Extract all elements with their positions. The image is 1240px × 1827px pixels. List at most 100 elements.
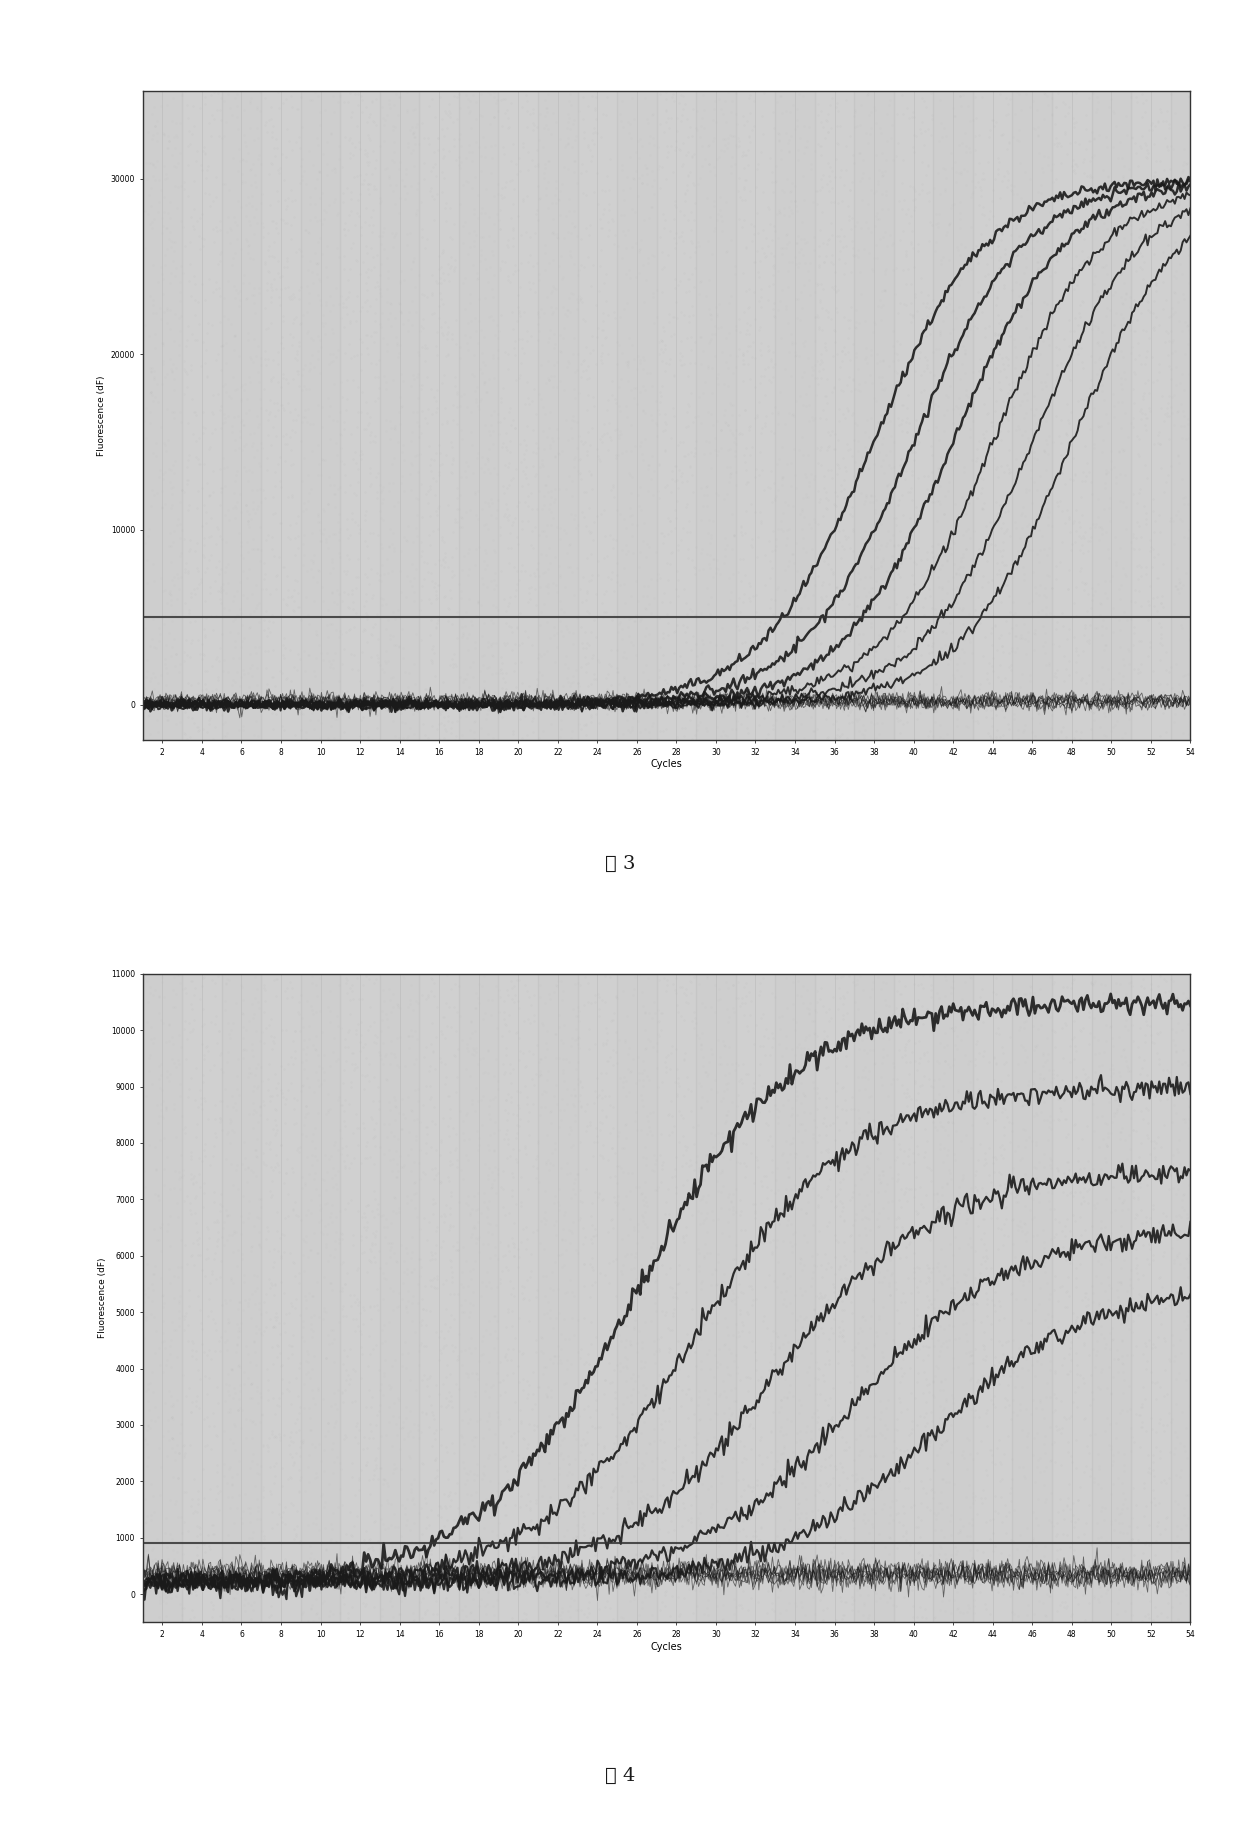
Point [372,1491,392,1520]
Point [1064,316,1084,345]
Point [1019,588,1039,618]
Point [791,1032,811,1061]
Point [1125,1204,1145,1233]
Point [908,1325,928,1354]
Point [317,1158,337,1188]
Point [931,678,951,707]
Point [355,616,374,645]
Point [993,385,1013,415]
Point [1052,992,1071,1021]
Point [833,999,853,1029]
Point [863,1105,883,1135]
Point [729,418,749,448]
Point [1136,559,1156,588]
Point [603,685,622,714]
Point [872,1156,892,1186]
Point [1040,1346,1060,1376]
Point [614,175,634,205]
Point [935,1019,955,1049]
Point [268,219,288,248]
Point [510,488,529,517]
Point [707,108,727,137]
Point [1076,250,1096,280]
Point [502,1222,522,1251]
Point [1126,1235,1146,1264]
Point [154,1326,174,1356]
Point [708,1025,728,1054]
Point [327,1442,347,1471]
Point [575,155,595,185]
Point [905,280,925,309]
Point [978,669,998,698]
Point [712,135,732,164]
Point [1013,1462,1033,1491]
Point [994,316,1014,345]
Point [606,1489,626,1518]
Point [315,1166,335,1195]
Point [921,1005,941,1034]
Point [920,1332,940,1361]
Point [232,407,252,437]
Point [673,722,693,751]
Point [560,243,580,272]
Point [491,654,511,683]
Point [211,333,231,362]
Point [1050,1535,1070,1564]
Point [696,1230,715,1259]
Point [894,1436,914,1465]
Point [283,135,303,164]
Point [578,671,598,700]
Point [993,1038,1013,1067]
Point [994,1220,1014,1250]
Point [732,1317,751,1346]
Point [1019,322,1039,351]
Point [857,406,877,435]
Point [244,1071,264,1100]
Point [460,289,480,318]
Bar [182,91,222,740]
Point [811,1182,831,1211]
Point [657,502,677,532]
Point [945,102,965,132]
Point [1127,1200,1147,1230]
Point [893,1041,913,1071]
Point [153,493,172,523]
Point [490,1480,510,1509]
Point [505,325,525,354]
Point [936,1387,956,1416]
Point [773,99,792,128]
Point [321,649,341,678]
Point [897,996,916,1025]
Point [477,1193,497,1222]
Point [219,596,239,625]
Point [776,1175,796,1204]
Point [502,618,522,647]
Point [1048,351,1068,380]
Point [277,665,296,694]
Point [290,1016,310,1045]
Point [1148,972,1168,1001]
Point [283,1339,303,1368]
Point [1087,685,1107,714]
Point [515,1516,534,1546]
Point [1047,1383,1066,1412]
Point [335,1085,355,1114]
Point [1133,1502,1153,1531]
Point [255,84,275,113]
Point [172,212,192,241]
Point [711,312,730,342]
Point [976,702,996,731]
Point [382,530,402,559]
Point [1075,144,1095,174]
Point [238,1204,258,1233]
Point [329,1230,348,1259]
Point [539,1555,559,1584]
Point [246,172,265,201]
Point [322,1275,342,1304]
Point [265,1111,285,1140]
Point [882,552,901,581]
Point [268,259,288,289]
Point [239,1454,259,1484]
Point [446,1076,466,1105]
Point [362,217,382,247]
